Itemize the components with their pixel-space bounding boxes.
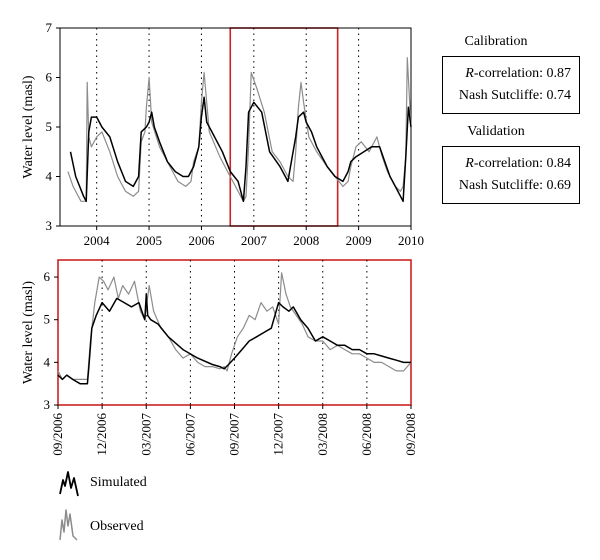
validation-nash-sutcliffe: Nash Sutcliffe: 0.69 xyxy=(458,178,571,193)
x-tick-label: 12/2007 xyxy=(271,413,286,456)
validation-stats-box: R-correlation: 0.84 Nash Sutcliffe: 0.69 xyxy=(442,146,580,204)
r-symbol: R xyxy=(465,66,474,81)
x-tick-label: 2007 xyxy=(241,233,268,248)
y-tick-label: 3 xyxy=(44,397,51,412)
x-tick-label: 2008 xyxy=(293,233,319,248)
legend-simulated-label: Simulated xyxy=(90,475,147,490)
legend-simulated-swatch xyxy=(59,471,79,497)
validation-r-text: -correlation: 0.84 xyxy=(473,156,571,171)
validation-title: Validation xyxy=(467,124,525,139)
x-tick-label: 03/2007 xyxy=(138,413,153,456)
y-tick-label: 6 xyxy=(44,269,51,284)
x-tick-label: 06/2007 xyxy=(182,413,197,456)
x-tick-label: 09/2008 xyxy=(403,413,418,456)
r-symbol: R xyxy=(465,156,474,171)
validation-r-correlation: R-correlation: 0.84 xyxy=(451,153,571,175)
x-tick-label: 2010 xyxy=(398,233,424,248)
simulated-series-line xyxy=(69,96,412,203)
y-tick-label: 6 xyxy=(46,70,53,85)
x-tick-label: 06/2008 xyxy=(359,413,374,456)
observed-series-line xyxy=(67,57,412,202)
x-tick-label: 2006 xyxy=(188,233,215,248)
calibration-stats-box: R-correlation: 0.87 Nash Sutcliffe: 0.74 xyxy=(442,56,580,114)
simulated-series-line xyxy=(57,293,411,385)
x-tick-label: 2005 xyxy=(136,233,162,248)
bottom-chart: 09/2006 12/2006 03/2007 06/2007 09/2007 12/20… xyxy=(21,259,418,456)
y-axis-label: Water level (masl) xyxy=(21,281,36,384)
x-tick-label: 03/2008 xyxy=(315,413,330,456)
y-tick-label: 7 xyxy=(46,20,53,35)
x-tick-label: 09/2006 xyxy=(50,413,65,456)
y-tick-label: 4 xyxy=(46,169,53,184)
calibration-title: Calibration xyxy=(464,34,528,49)
calibration-r-correlation: R-correlation: 0.87 xyxy=(451,63,571,85)
y-tick-label: 5 xyxy=(46,119,53,134)
legend xyxy=(59,471,79,541)
x-tick-label: 2009 xyxy=(346,233,372,248)
legend-observed-swatch xyxy=(59,509,78,541)
legend-observed-label: Observed xyxy=(90,519,144,534)
x-tick-label: 12/2006 xyxy=(94,413,109,456)
y-tick-label: 5 xyxy=(44,312,51,327)
calibration-r-text: -correlation: 0.87 xyxy=(473,66,571,81)
x-tick-label: 2004 xyxy=(84,233,111,248)
y-axis-label: Water level (masl) xyxy=(21,75,36,178)
calibration-nash-sutcliffe: Nash Sutcliffe: 0.74 xyxy=(458,88,571,103)
y-tick-label: 4 xyxy=(44,354,51,369)
x-tick-label: 09/2007 xyxy=(227,413,242,456)
top-chart: 2004 2005 2006 2007 2008 2009 2010 3 4 5 6 7 Water l… xyxy=(21,20,424,248)
y-tick-label: 3 xyxy=(46,218,53,233)
